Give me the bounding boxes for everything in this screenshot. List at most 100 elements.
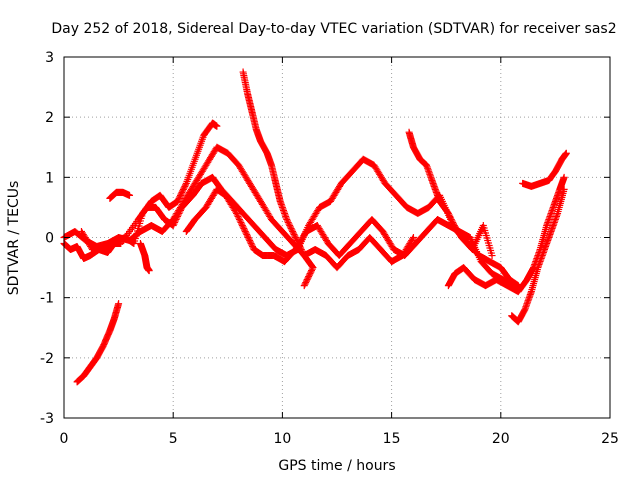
data-point (302, 277, 310, 285)
data-point (285, 220, 293, 228)
x-tick-labels: 0 5 10 15 20 25 (60, 431, 619, 447)
data-point (238, 220, 246, 228)
data-point (175, 209, 183, 217)
data-point (176, 208, 184, 216)
grid-lines (64, 57, 610, 418)
data-point (306, 270, 314, 278)
data-point (447, 215, 455, 223)
data-point (213, 122, 221, 130)
data-point (237, 218, 245, 226)
data-point (233, 209, 241, 217)
y-tick-label: -3 (40, 411, 54, 427)
data-point (169, 221, 177, 229)
data-point (180, 184, 188, 192)
data-point (445, 211, 453, 219)
data-point (247, 240, 255, 248)
data-point (560, 185, 568, 193)
data-point (242, 229, 250, 237)
series-arc-i (519, 149, 570, 190)
x-tick-label: 10 (273, 431, 291, 447)
data-point (288, 226, 296, 234)
data-point (294, 238, 302, 246)
series-arc-k (106, 188, 134, 202)
data-point (560, 173, 568, 181)
data-point (177, 190, 185, 198)
data-point (448, 217, 456, 225)
axis-ticks (63, 56, 611, 419)
data-point (235, 214, 243, 222)
data-point (289, 229, 297, 237)
data-point (305, 271, 313, 279)
data-point (304, 274, 312, 282)
data-point (240, 224, 248, 232)
data-point (292, 235, 300, 243)
data-point (293, 237, 301, 245)
data-point (239, 223, 247, 231)
series-arc-f (405, 128, 522, 290)
x-tick-label: 5 (169, 431, 178, 447)
data-point (308, 265, 316, 273)
x-tick-label: 20 (492, 431, 510, 447)
x-tick-label: 25 (601, 431, 619, 447)
series-arc-g (444, 173, 568, 296)
data-point (174, 212, 182, 220)
data-point (297, 244, 305, 252)
data-point (449, 220, 457, 228)
data-point (302, 279, 310, 287)
data-point (452, 224, 460, 232)
y-tick-label: -2 (40, 351, 54, 367)
data-point (238, 221, 246, 229)
x-tick-label: 0 (60, 431, 69, 447)
data-point (126, 191, 134, 199)
data-point (289, 227, 297, 235)
data-point (308, 267, 316, 275)
data-point (233, 211, 241, 219)
series-arc-j (73, 300, 123, 386)
data-point (294, 240, 302, 248)
x-tick-label: 15 (383, 431, 401, 447)
series-arc-e (239, 68, 317, 290)
data-point (296, 243, 304, 251)
data-point (243, 230, 251, 238)
series-arc-l (136, 240, 153, 275)
chart-title: Day 252 of 2018, Sidereal Day-to-day VTE… (51, 21, 616, 37)
data-point (178, 188, 186, 196)
data-point (286, 221, 294, 229)
data-point (447, 214, 455, 222)
data-point (309, 264, 317, 272)
data-point (172, 215, 180, 223)
data-point (303, 276, 311, 284)
data-point (182, 181, 190, 189)
data-point (290, 230, 298, 238)
series-arc-h (508, 185, 568, 326)
data-point (175, 194, 183, 202)
data-point (451, 223, 459, 231)
data-point (301, 280, 309, 288)
data-point (295, 241, 303, 249)
data-point (248, 241, 256, 249)
data-point (283, 217, 291, 225)
data-point (299, 249, 307, 257)
data-point (145, 267, 153, 275)
data-point (244, 234, 252, 241)
data-point (115, 300, 123, 308)
data-point (562, 149, 570, 157)
y-axis-label: SDTVAR / TECUs (6, 181, 22, 296)
data-point (246, 237, 254, 245)
data-point (235, 215, 243, 223)
data-point (176, 193, 184, 201)
data-point (283, 215, 291, 223)
y-tick-label: -1 (40, 291, 54, 307)
data-marks (60, 68, 570, 386)
data-point (284, 218, 292, 226)
data-point (287, 224, 295, 232)
data-point (446, 212, 454, 220)
y-tick-labels: -3 -2 -1 0 1 2 3 (40, 50, 54, 427)
data-point (179, 185, 187, 193)
data-point (449, 218, 457, 226)
data-point (171, 217, 179, 225)
data-point (181, 182, 189, 190)
y-tick-label: 0 (45, 231, 54, 247)
data-point (176, 191, 184, 199)
